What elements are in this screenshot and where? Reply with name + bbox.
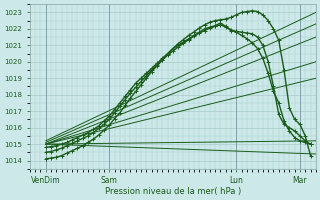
X-axis label: Pression niveau de la mer( hPa ): Pression niveau de la mer( hPa ) [105,187,241,196]
